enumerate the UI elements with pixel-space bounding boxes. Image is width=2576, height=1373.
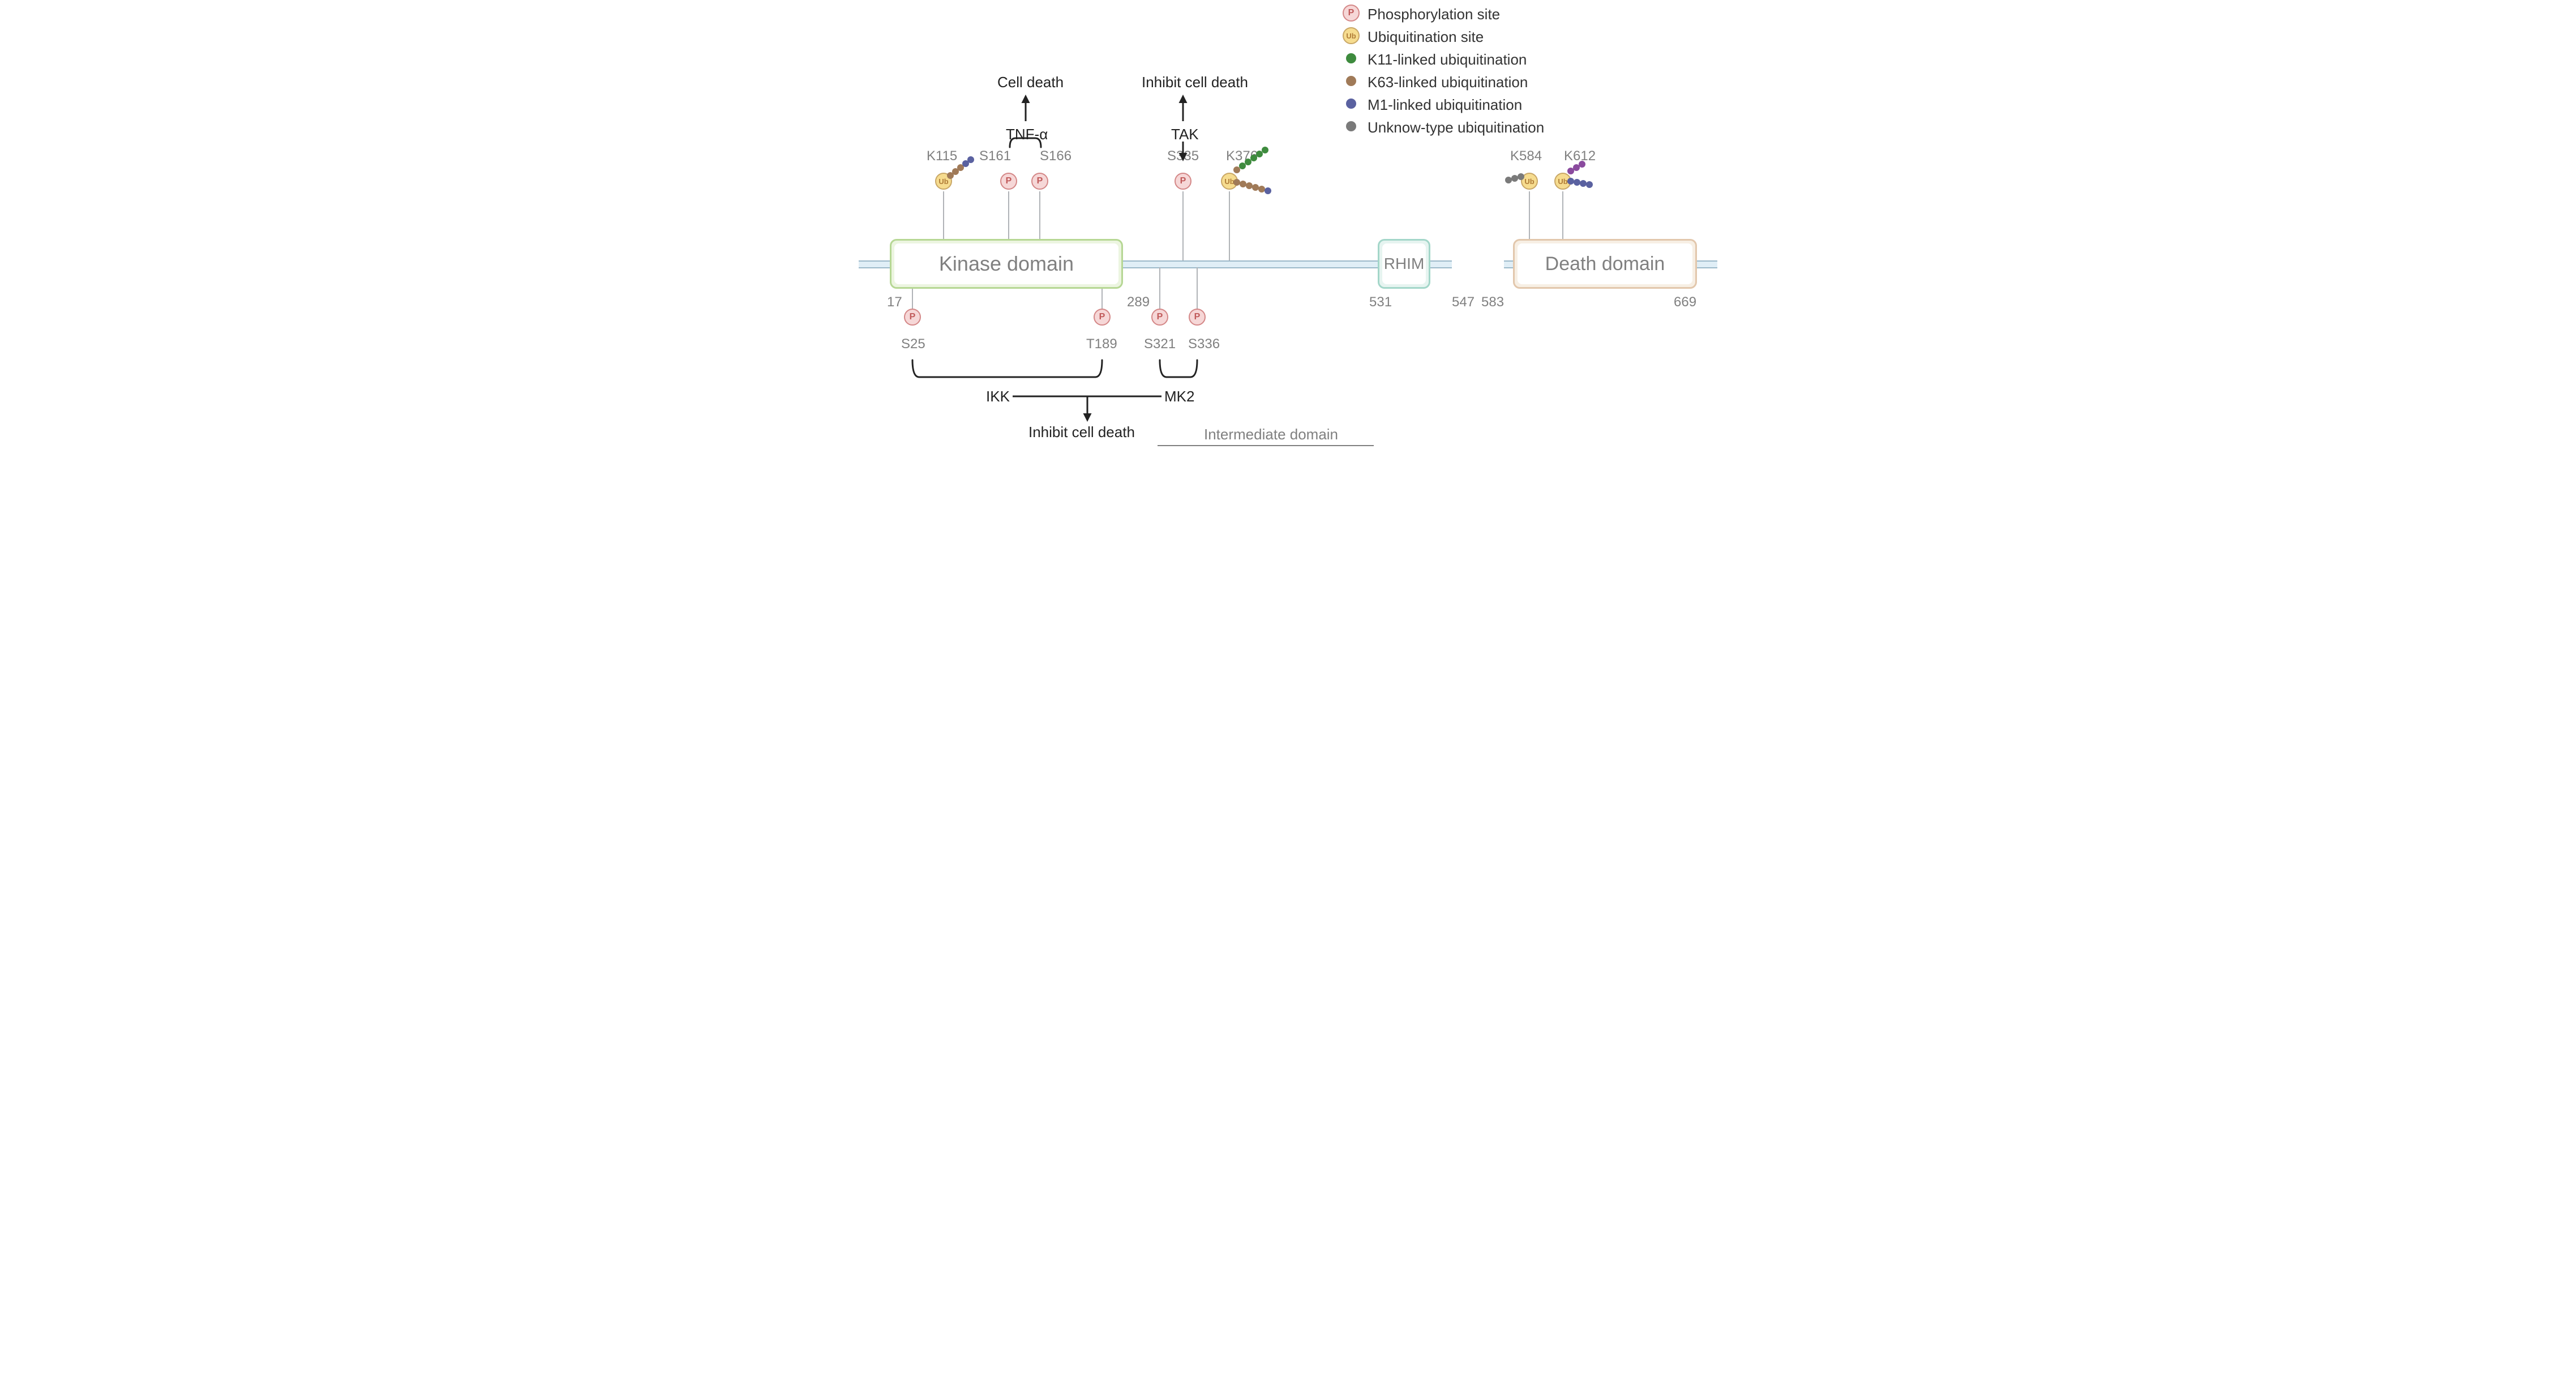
- phospho-site-icon: P: [1151, 309, 1168, 326]
- mk2-bracket: [1160, 360, 1197, 377]
- annotation-cell-death: Cell death: [997, 74, 1064, 91]
- domain-position-label: 531: [1369, 294, 1392, 310]
- domain-kinase: Kinase domain: [890, 239, 1123, 289]
- domain-position-label: 17: [887, 294, 902, 310]
- phospho-site-icon: P: [1175, 173, 1191, 190]
- annotation-inhibit-down: Inhibit cell death: [1028, 424, 1135, 441]
- legend-dot-icon: [1346, 99, 1356, 109]
- domain-label: RHIM: [1384, 255, 1425, 273]
- site-label: S335: [1167, 148, 1199, 164]
- backbone-segment: [859, 260, 890, 268]
- legend-label: K11-linked ubiquitination: [1368, 51, 1527, 69]
- backbone-segment: [1504, 260, 1513, 268]
- phospho-site-icon: P: [904, 309, 921, 326]
- site-stem: [1229, 191, 1230, 260]
- domain-position-label: 547: [1452, 294, 1475, 310]
- site-label: S25: [901, 336, 925, 352]
- domain-position-label: 583: [1481, 294, 1504, 310]
- site-stem: [1039, 191, 1040, 239]
- legend-dot-icon: [1346, 121, 1356, 131]
- intermediate-domain-underline: [1158, 445, 1374, 446]
- legend-label: M1-linked ubiquitination: [1368, 96, 1522, 114]
- annotation-tak: TAK: [1171, 126, 1199, 143]
- annotation-inhibit-up: Inhibit cell death: [1142, 74, 1248, 91]
- site-label: S321: [1144, 336, 1176, 352]
- ub-chain-dot: [1262, 147, 1268, 153]
- phospho-site-icon: P: [1031, 173, 1048, 190]
- legend-label: Ubiquitination site: [1368, 28, 1484, 46]
- legend-dot-icon: [1346, 76, 1356, 86]
- ub-chain-dot: [1518, 173, 1524, 180]
- site-stem: [943, 191, 944, 239]
- ub-chain-dot: [1265, 187, 1271, 194]
- backbone-segment: [1123, 260, 1378, 268]
- backbone-segment: [1697, 260, 1717, 268]
- legend-ubiquitin-icon: Ub: [1343, 27, 1360, 44]
- annotation-ikk: IKK: [986, 388, 1010, 405]
- site-label: K584: [1510, 148, 1542, 164]
- legend-phospho-icon: P: [1343, 5, 1360, 22]
- phospho-site-icon: P: [1000, 173, 1017, 190]
- legend-label: Unknow-type ubiquitination: [1368, 119, 1544, 136]
- ub-chain-dot: [1579, 161, 1585, 168]
- ub-chain-dot: [1505, 177, 1512, 183]
- phospho-site-icon: P: [1094, 309, 1111, 326]
- backbone-segment: [1430, 260, 1452, 268]
- annotation-tnf: TNF-α: [1006, 126, 1048, 143]
- site-stem: [1562, 191, 1563, 239]
- phospho-site-icon: P: [1189, 309, 1206, 326]
- annotation-mk2: MK2: [1164, 388, 1194, 405]
- domain-label: Death domain: [1545, 253, 1665, 275]
- legend-dot-icon: [1346, 53, 1356, 63]
- legend-label: K63-linked ubiquitination: [1368, 74, 1528, 91]
- ub-chain-dot: [1511, 175, 1518, 182]
- domain-rhim: RHIM: [1378, 239, 1430, 289]
- site-stem: [1008, 191, 1009, 239]
- site-label: K115: [927, 148, 957, 164]
- intermediate-domain-label: Intermediate domain: [1204, 426, 1338, 443]
- site-label: S161: [979, 148, 1011, 164]
- site-stem: [1529, 191, 1530, 239]
- site-label: S166: [1040, 148, 1071, 164]
- ub-chain-dot: [1586, 181, 1593, 188]
- legend-label: Phosphorylation site: [1368, 6, 1500, 23]
- ikk-bracket: [912, 360, 1102, 377]
- domain-label: Kinase domain: [939, 252, 1074, 276]
- domain-position-label: 669: [1674, 294, 1696, 310]
- diagram-canvas: Kinase domain RHIM Death domain 17 289 531 547…: [859, 0, 1717, 457]
- site-label: T189: [1086, 336, 1117, 352]
- site-stem: [1182, 191, 1184, 260]
- domain-death: Death domain: [1513, 239, 1697, 289]
- domain-position-label: 289: [1127, 294, 1150, 310]
- ub-chain-dot: [967, 156, 974, 163]
- site-label: S336: [1188, 336, 1220, 352]
